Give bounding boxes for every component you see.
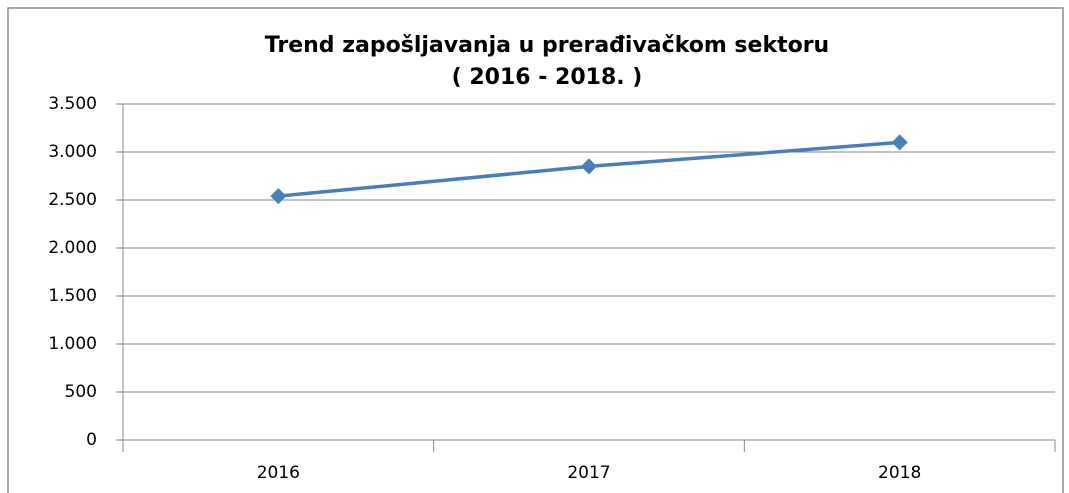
y-tick-label: 0 xyxy=(86,430,97,450)
x-tick-label: 2018 xyxy=(878,463,921,483)
data-point xyxy=(270,188,287,205)
x-tick-label: 2017 xyxy=(567,463,610,483)
y-tick-label: 1.000 xyxy=(48,334,97,354)
y-tick-label: 3.000 xyxy=(48,142,97,162)
data-point xyxy=(581,158,597,175)
y-tick-label: 2.000 xyxy=(48,238,97,258)
data-point xyxy=(891,134,908,151)
y-tick-label: 3.500 xyxy=(48,94,97,114)
chart-border xyxy=(7,7,1064,493)
y-tick-label: 500 xyxy=(65,382,97,402)
chart-subtitle: ( 2016 - 2018. ) xyxy=(452,65,643,90)
chart-title: Trend zapošljavanja u prerađivačkom sekt… xyxy=(265,33,829,58)
y-tick-label: 1.500 xyxy=(48,286,97,306)
y-tick-label: 2.500 xyxy=(48,190,97,210)
x-tick-label: 2016 xyxy=(257,463,300,483)
